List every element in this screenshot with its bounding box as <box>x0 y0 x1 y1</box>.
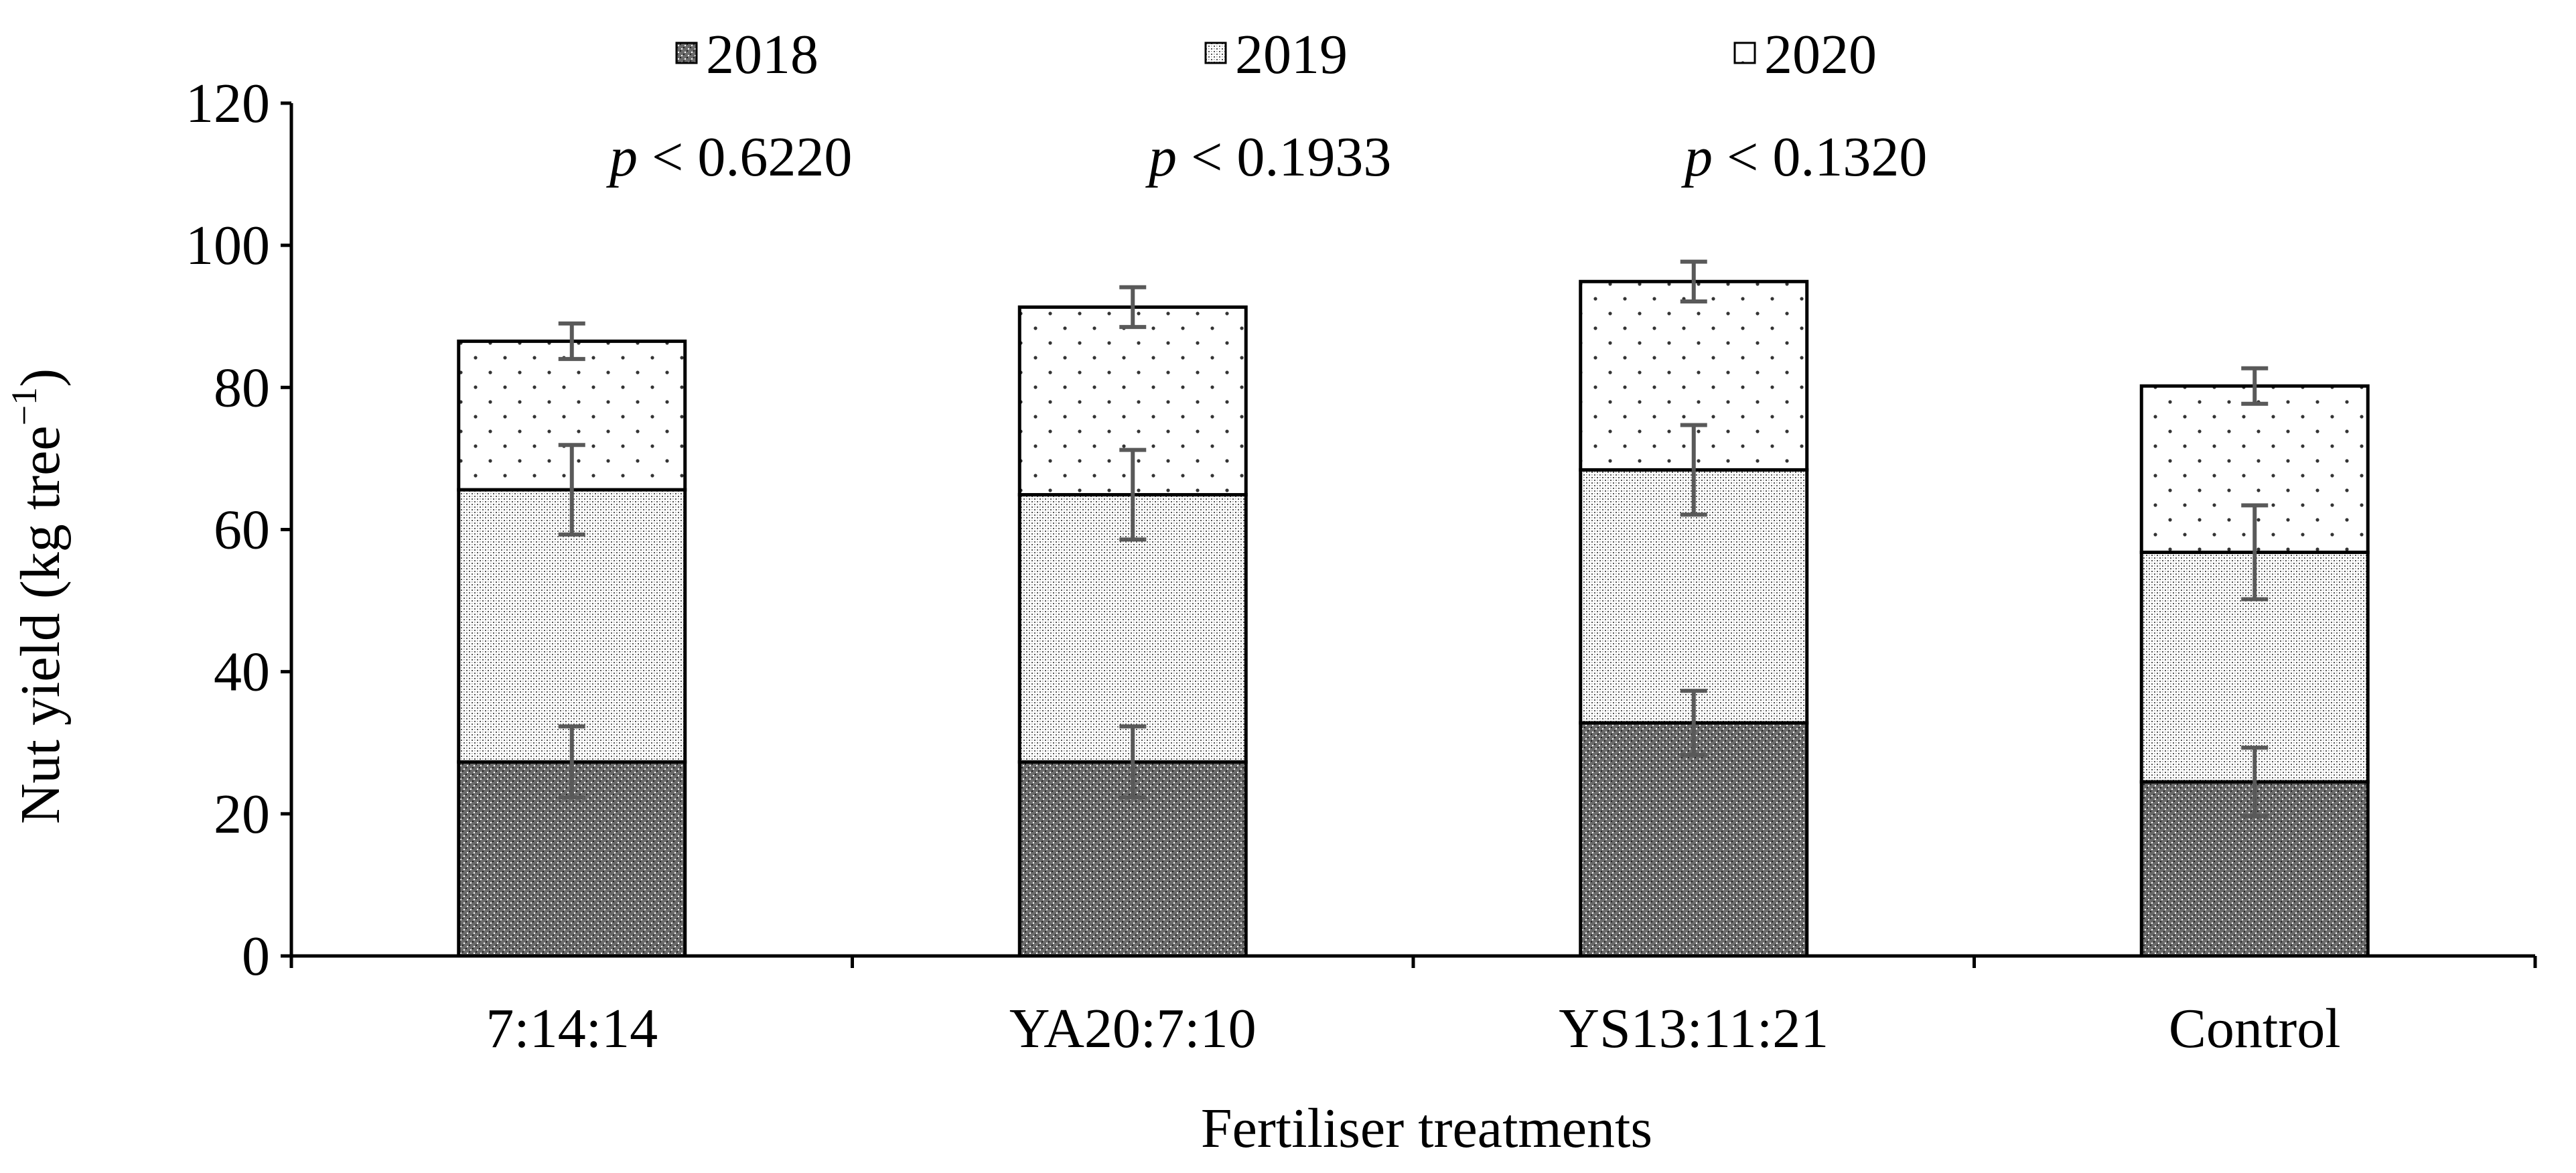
p-value-annotations: p < 0.6220 p < 0.1933 p < 0.1320 <box>606 126 1927 188</box>
legend-label-2019: 2019 <box>1235 23 1348 86</box>
y-tick-label: 0 <box>242 925 270 987</box>
p-symbol: p <box>606 126 638 188</box>
y-axis: 0 20 40 60 80 100 120 <box>186 72 293 987</box>
y-tick-label: 80 <box>214 356 270 419</box>
p-value-text: < 0.1933 <box>1177 126 1391 188</box>
y-axis-label-close: ) <box>9 368 72 387</box>
legend-label-2020: 2020 <box>1764 23 1877 86</box>
y-tick-label: 100 <box>186 214 270 277</box>
x-tick-label: 7:14:14 <box>486 997 658 1060</box>
y-tick-label: 20 <box>214 783 270 845</box>
y-tick-label: 60 <box>214 499 270 561</box>
x-tick-label: YA20:7:10 <box>1009 997 1257 1060</box>
x-axis-label: Fertiliser treatments <box>1201 1097 1652 1160</box>
x-axis: 7:14:14 YA20:7:10 YS13:11:21 Control <box>289 954 2537 1060</box>
p-symbol: p <box>1145 126 1177 188</box>
p-value-text: < 0.1320 <box>1713 126 1927 188</box>
x-tick-label: YS13:11:21 <box>1559 997 1829 1060</box>
y-axis-label-superscript: −1 <box>4 387 44 425</box>
plot-area <box>457 259 2370 958</box>
x-tick-label: Control <box>2169 997 2341 1060</box>
y-tick-label: 40 <box>214 641 270 703</box>
p-value-text: < 0.6220 <box>638 126 852 188</box>
legend-swatch-2018 <box>675 42 698 64</box>
legend-swatch-2019 <box>1204 42 1227 64</box>
legend-label-2018: 2018 <box>706 23 818 86</box>
p-value-annotation: p < 0.1933 <box>1145 126 1391 188</box>
p-value-annotation: p < 0.6220 <box>606 126 852 188</box>
legend-swatch-2020 <box>1733 42 1756 64</box>
y-tick-label: 120 <box>186 72 270 135</box>
y-axis-label: Nut yield (kg tree−1) <box>4 368 72 824</box>
p-symbol: p <box>1681 126 1713 188</box>
bar-segment-2018 <box>1579 721 1809 958</box>
legend: 2018 2019 2020 <box>675 23 1877 86</box>
p-value-annotation: p < 0.1320 <box>1681 126 1927 188</box>
